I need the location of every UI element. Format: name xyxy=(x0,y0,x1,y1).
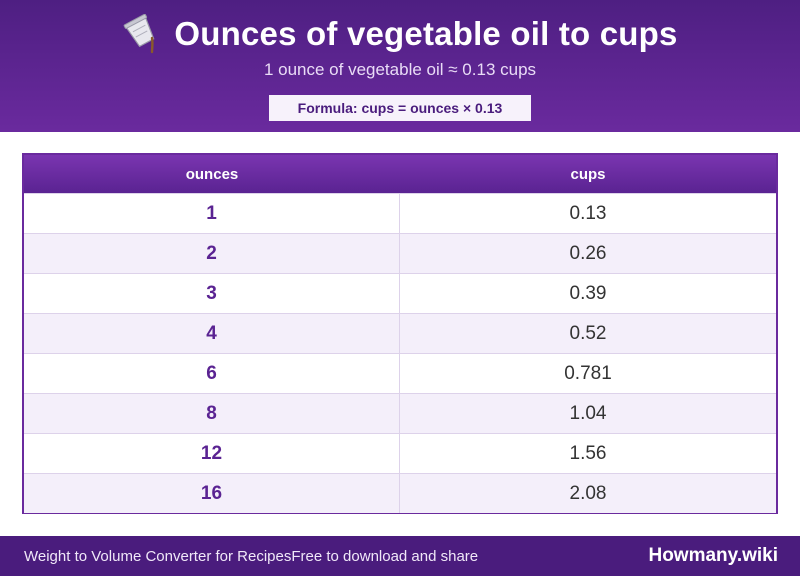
footer-tagline: Weight to Volume Converter for Recipes Fr… xyxy=(24,536,478,576)
column-header-cups: cups xyxy=(570,165,606,183)
cups-cell: 1.56 xyxy=(569,442,607,464)
cups-cell: 0.39 xyxy=(569,282,607,304)
table-row: 12 1.56 xyxy=(24,433,776,473)
ounces-cell: 6 xyxy=(24,354,400,393)
cups-cell: 0.781 xyxy=(564,362,612,384)
page-title: Ounces of vegetable oil to cups xyxy=(174,15,678,52)
header-banner: Ounces of vegetable oil to cups 1 ounce … xyxy=(0,0,800,132)
table-row: 1 0.13 xyxy=(24,193,776,233)
table-row: 16 2.08 xyxy=(24,473,776,513)
formula-box: Formula: cups = ounces × 0.13 xyxy=(269,95,531,121)
table-row: 8 1.04 xyxy=(24,393,776,433)
ounces-cell: 1 xyxy=(24,194,400,233)
ounces-cell: 3 xyxy=(24,274,400,313)
footer-subtitle: Free to download and share xyxy=(291,547,479,565)
cups-cell: 1.04 xyxy=(569,402,607,424)
footer-title: Weight to Volume Converter for Recipes xyxy=(24,547,292,565)
ounces-cell: 2 xyxy=(24,234,400,273)
table-header: ounces cups xyxy=(24,155,776,193)
conversion-table: ounces cups 1 0.13 2 0.26 3 0.39 4 0.52 6 0.781 8 1… xyxy=(22,153,778,514)
table-row: 3 0.39 xyxy=(24,273,776,313)
title-row: Ounces of vegetable oil to cups xyxy=(0,12,800,56)
ounces-cell: 8 xyxy=(24,394,400,433)
ounces-cell: 16 xyxy=(24,474,400,513)
cups-cell: 2.08 xyxy=(569,482,607,504)
oil-pouring-cup-icon xyxy=(124,14,155,54)
cups-cell: 0.26 xyxy=(569,242,607,264)
table-row: 6 0.781 xyxy=(24,353,776,393)
footer-bar: Weight to Volume Converter for Recipes Fr… xyxy=(0,536,800,576)
table-row: 4 0.52 xyxy=(24,313,776,353)
column-header-ounces: ounces xyxy=(185,165,239,183)
ounces-cell: 12 xyxy=(24,434,400,473)
cups-cell: 0.52 xyxy=(569,322,607,344)
table-row: 2 0.26 xyxy=(24,233,776,273)
cups-cell: 0.13 xyxy=(569,202,607,224)
table-body: 1 0.13 2 0.26 3 0.39 4 0.52 6 0.781 8 1.04 12 1.56 16 2… xyxy=(24,193,776,513)
brand-logo-text[interactable]: Howmany.wiki xyxy=(648,545,778,566)
ounces-cell: 4 xyxy=(24,314,400,353)
subtitle: 1 ounce of vegetable oil ≈ 0.13 cups xyxy=(263,60,537,79)
